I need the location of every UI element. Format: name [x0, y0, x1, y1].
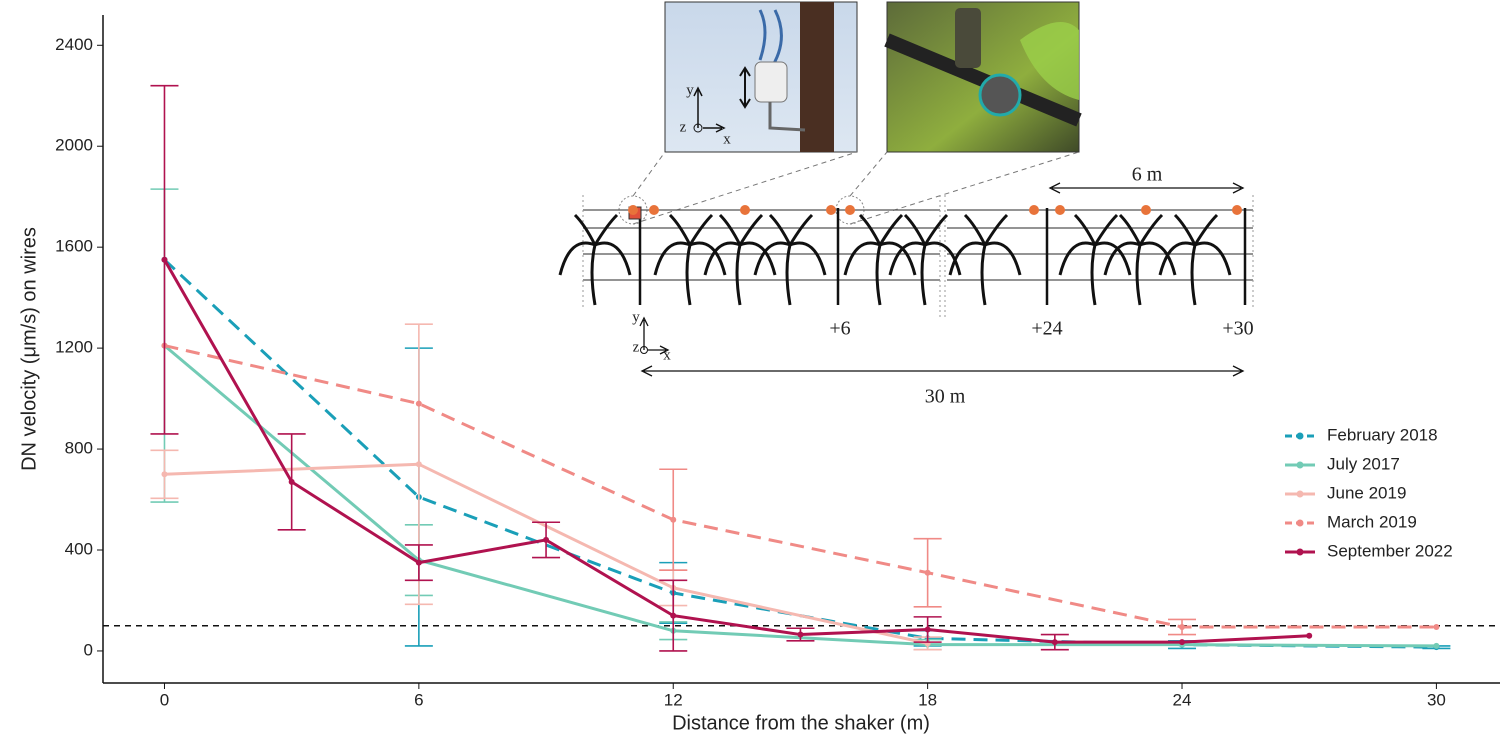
point [670, 517, 676, 523]
inset-label: +24 [1031, 318, 1062, 340]
x-tick-label: 12 [664, 690, 683, 709]
point [1306, 633, 1312, 639]
x-tick-label: 6 [414, 690, 423, 709]
point [161, 471, 167, 477]
legend-marker [1297, 520, 1304, 527]
y-tick-label: 2400 [55, 35, 93, 54]
point [925, 626, 931, 632]
y-tick-label: 1600 [55, 237, 93, 256]
series-line [164, 346, 1436, 627]
legend-label: March 2019 [1327, 512, 1417, 531]
point [1052, 639, 1058, 645]
legend-marker [1297, 549, 1304, 556]
x-tick-label: 18 [918, 690, 937, 709]
series-line [164, 346, 1436, 646]
inset-label: +6 [829, 318, 850, 340]
inset-diagram [560, 2, 1253, 376]
legend-label: June 2019 [1327, 483, 1406, 502]
photo-pole [800, 2, 834, 152]
point [416, 401, 422, 407]
photo-clamp [980, 75, 1020, 115]
sensor [740, 205, 750, 215]
legend-marker [1297, 462, 1304, 469]
inset-label: z [680, 119, 687, 135]
x-tick-label: 24 [1173, 690, 1192, 709]
y-tick-label: 0 [84, 640, 93, 659]
sensor [628, 205, 638, 215]
inset-label: z [633, 339, 640, 355]
inset-label: +30 [1222, 318, 1253, 340]
sensor [1232, 205, 1242, 215]
x-axis-label: Distance from the shaker (m) [672, 712, 930, 734]
inset-label: 6 m [1132, 164, 1163, 186]
legend-label: September 2022 [1327, 541, 1453, 560]
photo-sensor-body [955, 8, 981, 68]
legend-label: July 2017 [1327, 454, 1400, 473]
point [289, 479, 295, 485]
point [925, 570, 931, 576]
inset-label: x [723, 131, 731, 147]
point [161, 257, 167, 263]
section-break [583, 195, 1253, 320]
photo-sensor [755, 62, 787, 102]
callout-line [633, 152, 1079, 224]
legend-label: February 2018 [1327, 425, 1438, 444]
point [797, 632, 803, 638]
point [543, 537, 549, 543]
sensor [845, 205, 855, 215]
point [670, 613, 676, 619]
inset-label: y [632, 309, 640, 325]
point [416, 461, 422, 467]
point [1433, 643, 1439, 649]
y-tick-label: 800 [65, 439, 93, 458]
legend-marker [1297, 433, 1304, 440]
point [416, 560, 422, 566]
sensor [1055, 205, 1065, 215]
x-tick-label: 0 [160, 690, 169, 709]
y-tick-label: 1200 [55, 338, 93, 357]
y-tick-label: 2000 [55, 136, 93, 155]
point [1179, 639, 1185, 645]
point [1179, 624, 1185, 630]
point [1433, 624, 1439, 630]
inset-label: y [686, 82, 694, 98]
x-tick-label: 30 [1427, 690, 1446, 709]
sensor [1029, 205, 1039, 215]
y-axis-label: DN velocity (μm/s) on wires [18, 227, 40, 471]
series-line [164, 260, 1309, 642]
y-tick-label: 400 [65, 539, 93, 558]
sensor [1141, 205, 1151, 215]
legend-marker [1297, 491, 1304, 498]
sensor [649, 205, 659, 215]
trellis-wire [583, 210, 1253, 280]
sensor [826, 205, 836, 215]
inset-label: x [663, 347, 671, 363]
chart: DN velocity (μm/s) on wires Distance fro… [0, 0, 1512, 742]
inset-label: 30 m [925, 386, 966, 408]
